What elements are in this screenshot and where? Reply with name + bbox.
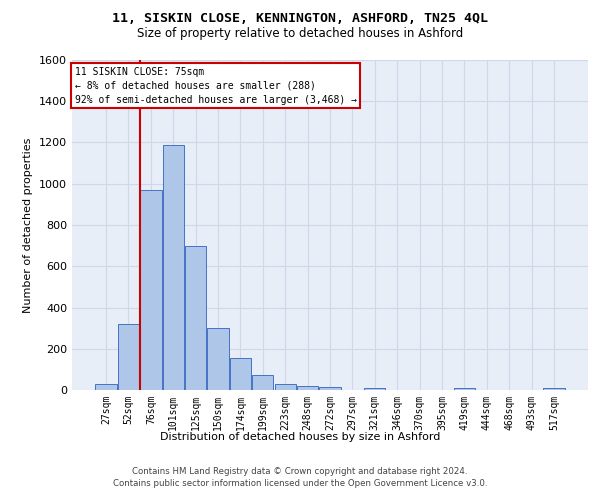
Bar [454, 388, 475, 390]
Text: Contains HM Land Registry data © Crown copyright and database right 2024.: Contains HM Land Registry data © Crown c… [132, 467, 468, 476]
Bar [95, 384, 117, 390]
Text: Distribution of detached houses by size in Ashford: Distribution of detached houses by size … [160, 432, 440, 442]
Bar [230, 358, 251, 390]
Bar [185, 246, 206, 390]
Bar [319, 387, 341, 390]
Bar [140, 190, 161, 390]
Bar [163, 144, 184, 390]
Bar [118, 324, 139, 390]
Bar [252, 374, 274, 390]
Bar [364, 388, 385, 390]
Text: 11, SISKIN CLOSE, KENNINGTON, ASHFORD, TN25 4QL: 11, SISKIN CLOSE, KENNINGTON, ASHFORD, T… [112, 12, 488, 26]
Y-axis label: Number of detached properties: Number of detached properties [23, 138, 34, 312]
Bar [297, 386, 318, 390]
Bar [543, 388, 565, 390]
Text: 11 SISKIN CLOSE: 75sqm
← 8% of detached houses are smaller (288)
92% of semi-det: 11 SISKIN CLOSE: 75sqm ← 8% of detached … [74, 66, 356, 104]
Text: Contains public sector information licensed under the Open Government Licence v3: Contains public sector information licen… [113, 478, 487, 488]
Bar [275, 384, 296, 390]
Bar [208, 328, 229, 390]
Text: Size of property relative to detached houses in Ashford: Size of property relative to detached ho… [137, 28, 463, 40]
